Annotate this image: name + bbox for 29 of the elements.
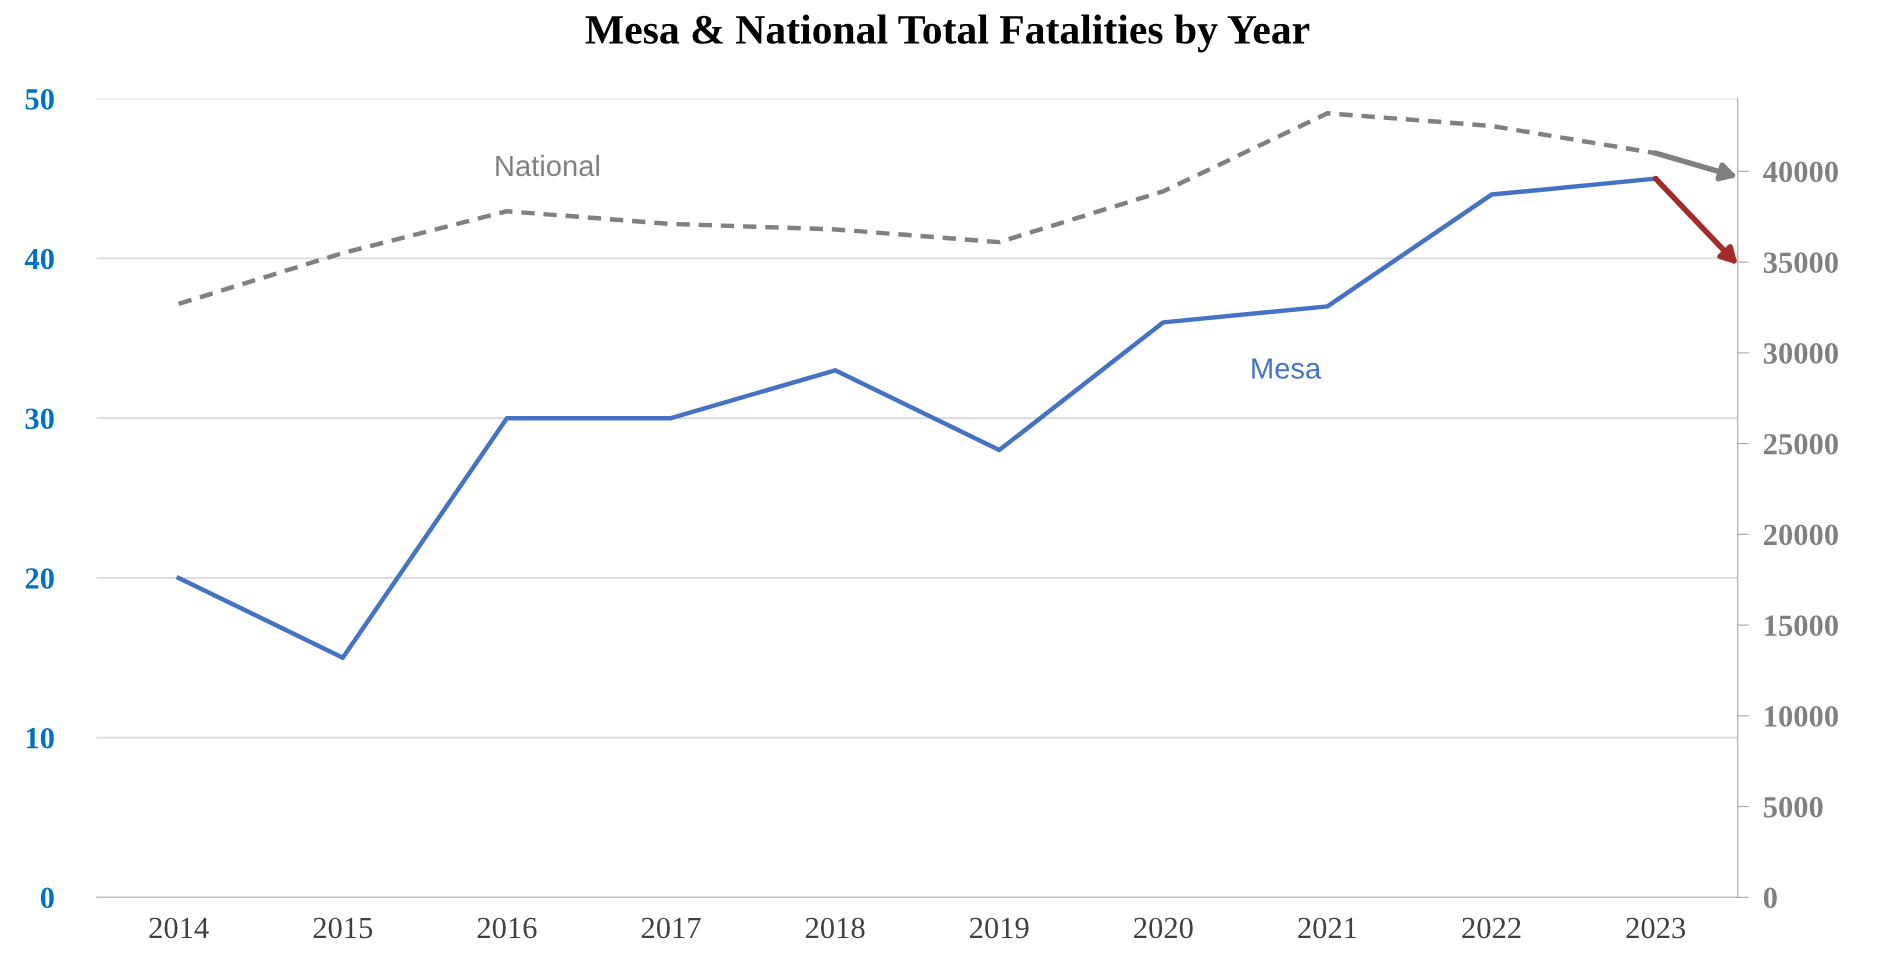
x-tick-label: 2015 [313,917,373,939]
chart-title: Mesa & National Total Fatalities by Year [585,14,1310,53]
y-tick-label: 0 [40,887,54,909]
series-label: National [496,154,599,177]
x-tick-label: 2019 [970,917,1029,939]
y-tick-label: 20 [25,568,54,589]
y2-tick-label: 10000 [1765,706,1838,727]
y2-tick-label: 0 [1763,887,1777,909]
y-tick-label: 50 [25,89,54,110]
y2-tick-label: 40000 [1763,161,1838,183]
series-label: Mesa [1252,358,1322,379]
y-tick-label: 40 [24,248,54,270]
x-tick-label: 2014 [149,917,209,939]
x-tick-label: 2023 [1626,917,1686,939]
x-tick-label: 2017 [641,917,701,939]
line-series [176,176,1658,660]
y2-tick-label: 35000 [1763,252,1838,273]
x-tick-label: 2021 [1298,917,1357,939]
y2-tick-label: 20000 [1764,524,1838,546]
x-tick-label: 2016 [477,917,537,939]
y2-tick-label: 25000 [1764,433,1838,455]
x-tick-label: 2020 [1134,917,1193,939]
y-tick-label: 10 [26,727,54,749]
y2-tick-label: 5000 [1763,796,1823,818]
y2-tick-label: 15000 [1765,615,1838,636]
x-tick-label: 2018 [805,917,865,939]
x-tick-label: 2022 [1462,917,1521,939]
y2-tick-label: 30000 [1763,343,1838,364]
y-tick-label: 30 [25,408,54,430]
